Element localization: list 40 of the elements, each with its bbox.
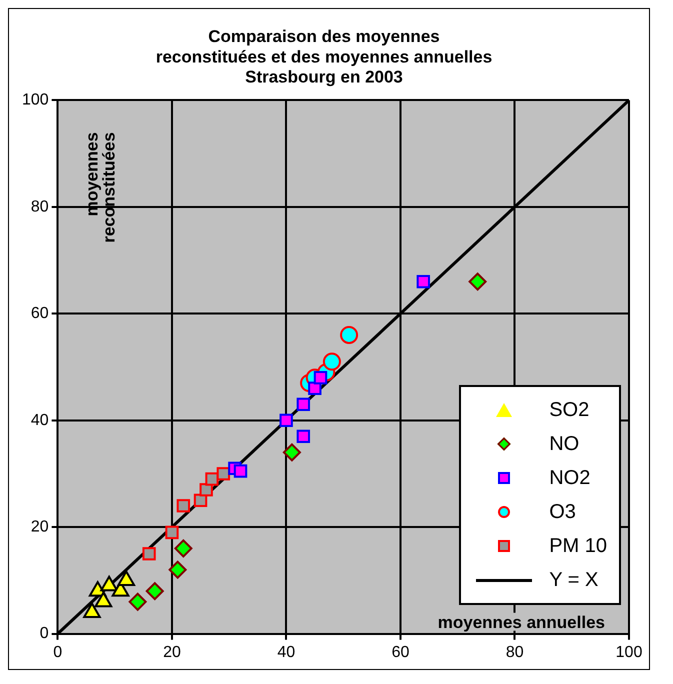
point [146, 582, 164, 600]
point [308, 382, 322, 395]
point [174, 539, 192, 558]
x-tick-label: 80 [506, 644, 524, 661]
point [416, 274, 430, 288]
point [296, 430, 310, 444]
x-tick-label: 60 [392, 644, 410, 661]
point [322, 352, 341, 371]
point [165, 526, 179, 540]
x-axis-title: moyennes annuelles [438, 612, 605, 632]
point [168, 560, 187, 579]
x-tick-label: 100 [616, 644, 642, 661]
legend-label: NO2 [549, 466, 590, 490]
point [216, 467, 230, 480]
point [282, 443, 301, 462]
y-tick-label: 0 [40, 625, 49, 642]
y-tick-label: 20 [30, 518, 49, 536]
y-tick-label: 100 [22, 92, 49, 109]
legend-label: NO [549, 432, 580, 456]
point [128, 592, 147, 611]
chart-title: Comparaison des moyennes reconstituées et des moyennes annuelles Strasbourg en 2003 [156, 26, 492, 87]
point [296, 398, 310, 412]
point [176, 499, 190, 512]
y-axis-title: moyennes reconstituées [82, 132, 118, 243]
legend-label: SO2 [549, 398, 590, 422]
y-tick-label: 80 [30, 198, 49, 216]
x-tick-label: 20 [163, 644, 181, 661]
legend-label: Y = X [549, 568, 598, 592]
legend-label: PM 10 [549, 534, 607, 558]
point [280, 414, 293, 428]
x-tick-label: 0 [53, 644, 62, 661]
y-tick-label: 40 [30, 412, 49, 429]
point [340, 326, 358, 344]
point [468, 272, 487, 291]
x-tick-label: 40 [277, 644, 296, 661]
point [234, 464, 248, 478]
point [142, 547, 156, 560]
point [200, 483, 213, 496]
y-tick-label: 60 [30, 305, 49, 322]
legend-label: O3 [549, 500, 576, 524]
